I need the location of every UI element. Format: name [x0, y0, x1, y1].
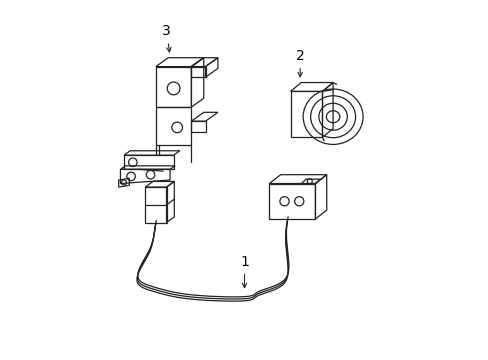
Text: 1: 1 — [240, 255, 248, 288]
Text: 2: 2 — [295, 49, 304, 77]
Text: 3: 3 — [162, 24, 171, 52]
